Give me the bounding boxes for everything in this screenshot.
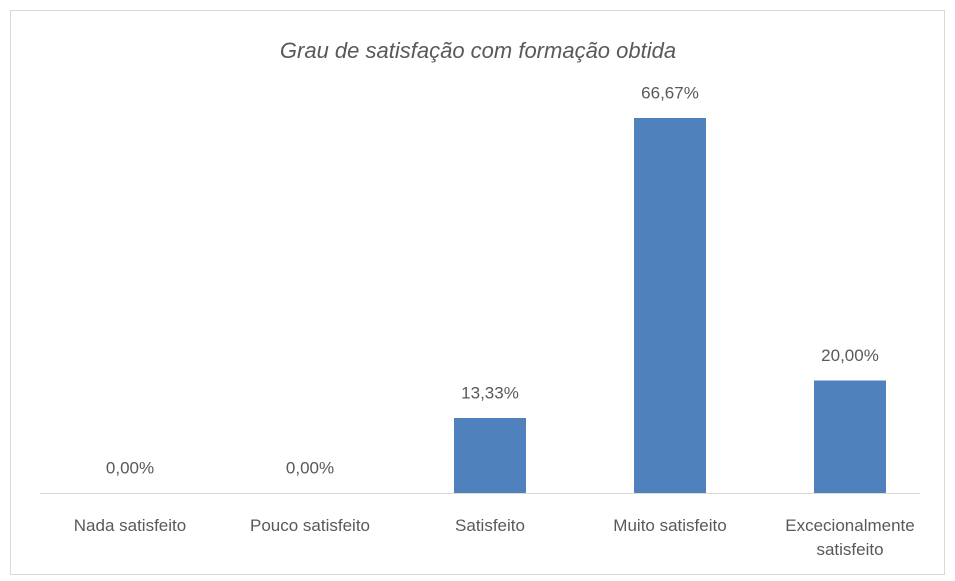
data-label: 20,00%: [821, 346, 879, 365]
bar: [634, 117, 706, 493]
bar: [454, 418, 526, 493]
data-label: 0,00%: [106, 458, 154, 477]
chart-title: Grau de satisfação com formação obtida: [280, 38, 676, 63]
x-tick-label: Excecionalmente satisfeito: [785, 516, 915, 559]
x-tick-label: Pouco satisfeito: [249, 516, 370, 535]
data-label: 13,33%: [461, 384, 519, 403]
x-tick-label: Satisfeito: [455, 516, 525, 535]
data-label: 0,00%: [286, 458, 334, 477]
data-label: 66,67%: [641, 83, 699, 102]
bar: [814, 380, 886, 493]
x-tick-label: Nada satisfeito: [73, 516, 187, 535]
x-tick-label: Muito satisfeito: [613, 516, 727, 535]
